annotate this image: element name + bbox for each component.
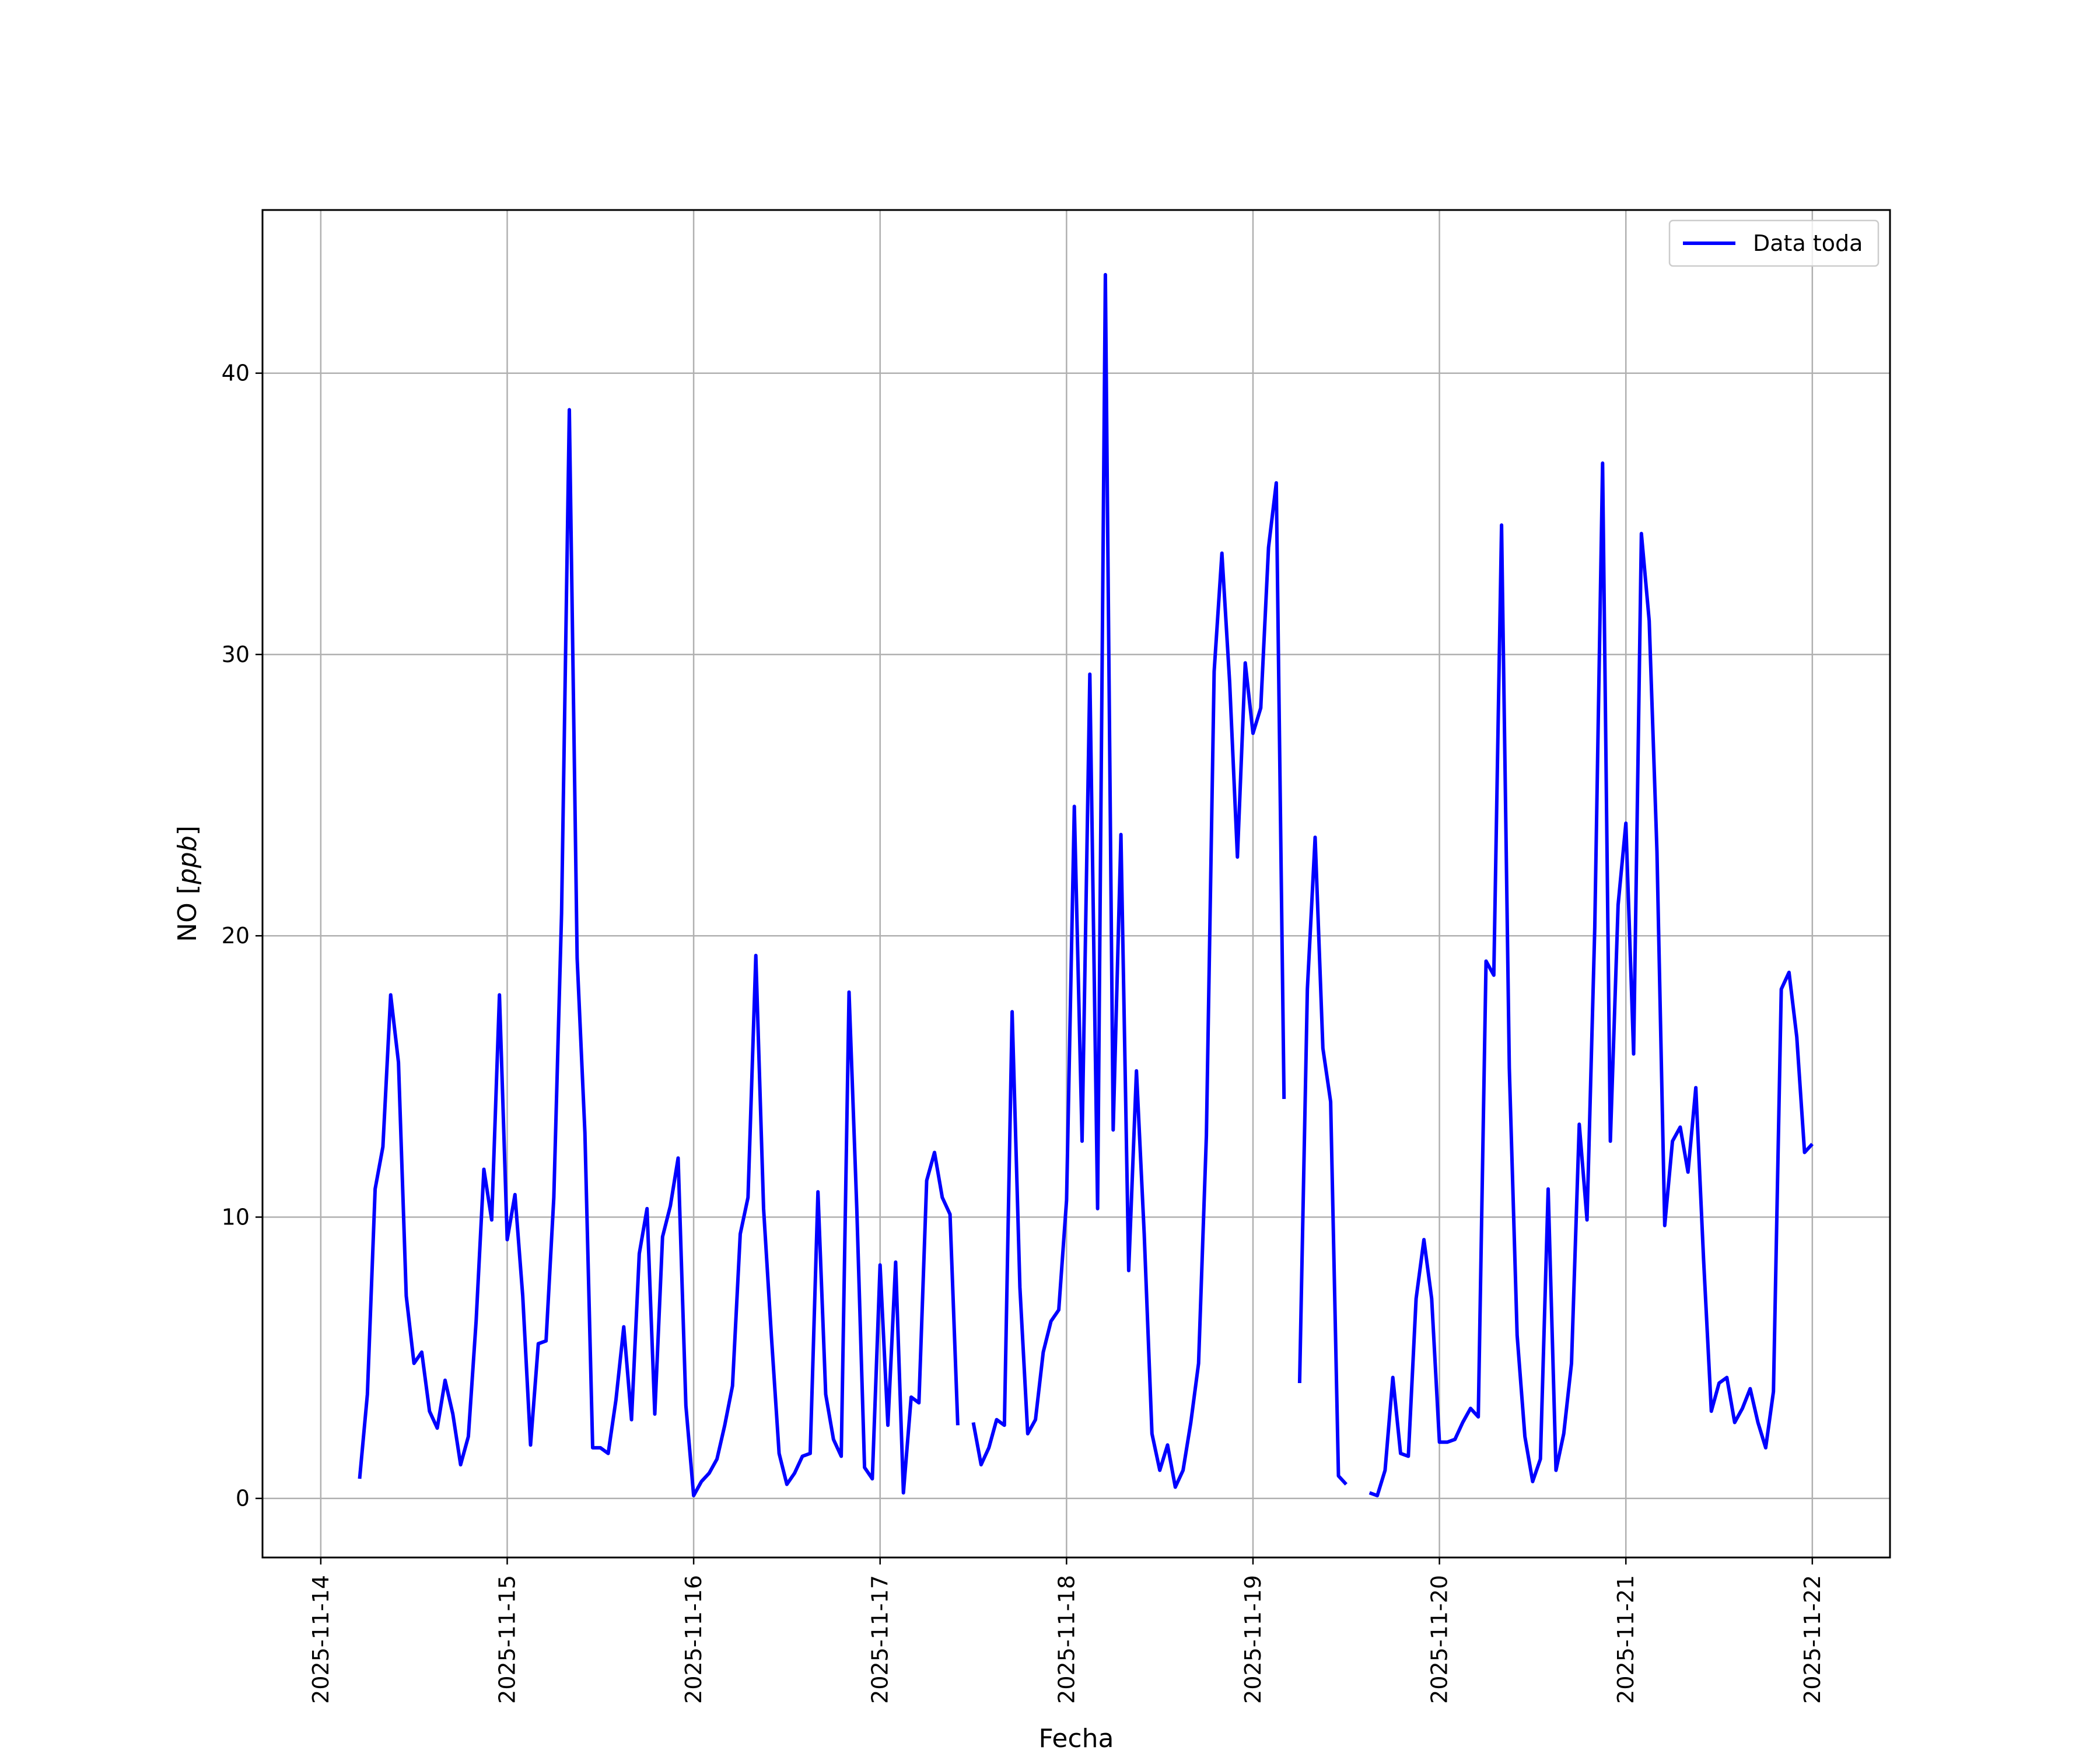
- legend-label: Data toda: [1753, 230, 1863, 256]
- y-axis-label: NO [ppb]: [173, 825, 202, 942]
- series-line-segment: [971, 272, 1286, 1489]
- y-tick-label: 40: [222, 360, 250, 386]
- legend-box: [1668, 219, 1880, 267]
- y-tick-label: 0: [236, 1486, 250, 1511]
- series-line-segment: [1297, 835, 1348, 1486]
- y-axis-ticks: 0 10 20 30 40: [222, 360, 262, 1511]
- y-tick-label: 10: [222, 1204, 250, 1230]
- y-axis-label-close: ]: [173, 825, 202, 835]
- series-lines: [358, 272, 1814, 1497]
- x-axis-label: Fecha: [1038, 1724, 1114, 1750]
- x-tick-label: 2025-11-22: [1800, 1575, 1825, 1704]
- x-axis-ticks: 2025-11-14 2025-11-15 2025-11-16 2025-11-17…: [308, 1558, 1825, 1704]
- x-tick-label: 2025-11-20: [1427, 1575, 1452, 1704]
- series-line-segment: [358, 408, 960, 1497]
- legend: Data toda: [1668, 219, 1880, 267]
- y-axis-label-main: NO [: [173, 884, 202, 942]
- x-tick-label: 2025-11-19: [1240, 1575, 1266, 1704]
- x-tick-label: 2025-11-14: [308, 1575, 334, 1704]
- y-axis-label-unit: ppb: [173, 835, 202, 885]
- x-tick-label: 2025-11-21: [1613, 1575, 1639, 1704]
- y-tick-label: 20: [222, 923, 250, 949]
- y-tick-label: 30: [222, 642, 250, 667]
- x-tick-label: 2025-11-17: [867, 1575, 893, 1704]
- x-tick-label: 2025-11-15: [494, 1575, 520, 1704]
- plot-area-frame: [261, 209, 1891, 1559]
- series-line-segment: [1368, 461, 1814, 1497]
- x-tick-label: 2025-11-16: [681, 1575, 706, 1704]
- x-tick-label: 2025-11-18: [1054, 1575, 1079, 1704]
